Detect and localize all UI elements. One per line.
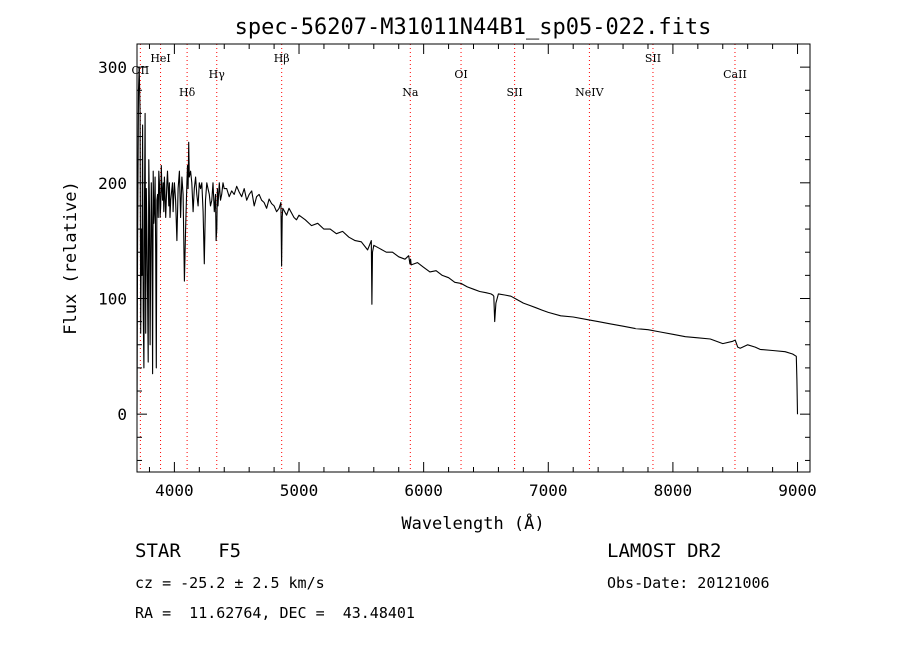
object-class: STAR F5 [135,540,241,562]
line-label-SII: SII [507,86,523,99]
x-tick-label: 8000 [654,481,693,500]
x-tick-label: 9000 [778,481,817,500]
subclass-label: F5 [218,540,242,562]
class-label: STAR [135,540,181,562]
x-tick-label: 6000 [404,481,443,500]
line-label-Hβ: Hβ [274,52,290,65]
y-tick-label: 0 [117,405,127,424]
plot-frame [136,43,811,473]
y-axis-ticks: 0 100 200 300 [98,43,810,461]
emission-line-markers [139,44,736,472]
x-axis-ticks: 4000 5000 6000 7000 8000 9000 [148,44,817,500]
line-label-CaII: CaII [723,68,747,81]
line-label-HeI: HeI [150,52,170,65]
line-label-Hγ: Hγ [209,68,226,81]
x-axis-label: Wavelength (Å) [401,512,544,534]
redshift-readout: cz = -25.2 ± 2.5 km/s [135,574,325,592]
line-label-Na: Na [402,86,419,99]
y-tick-label: 100 [98,289,127,308]
line-label-OII: OII [132,64,150,77]
line-label-NeIV: NeIV [575,86,604,99]
line-label-Hδ: Hδ [179,86,196,99]
y-tick-label: 300 [98,58,127,77]
x-tick-label: 7000 [529,481,568,500]
line-label-OI: OI [454,68,467,81]
obs-date: Obs-Date: 20121006 [607,574,770,592]
y-tick-label: 200 [98,174,127,193]
coordinates-readout: RA = 11.62764, DEC = 43.48401 [135,604,415,622]
x-tick-label: 4000 [155,481,194,500]
spectrum-line [136,66,799,415]
line-label-SII: SII [645,52,661,65]
x-tick-label: 5000 [280,481,319,500]
survey-label: LAMOST DR2 [607,540,722,562]
chart-title: spec-56207-M31011N44B1_sp05-022.fits [235,15,712,40]
y-axis-label: Flux (relative) [61,181,81,335]
